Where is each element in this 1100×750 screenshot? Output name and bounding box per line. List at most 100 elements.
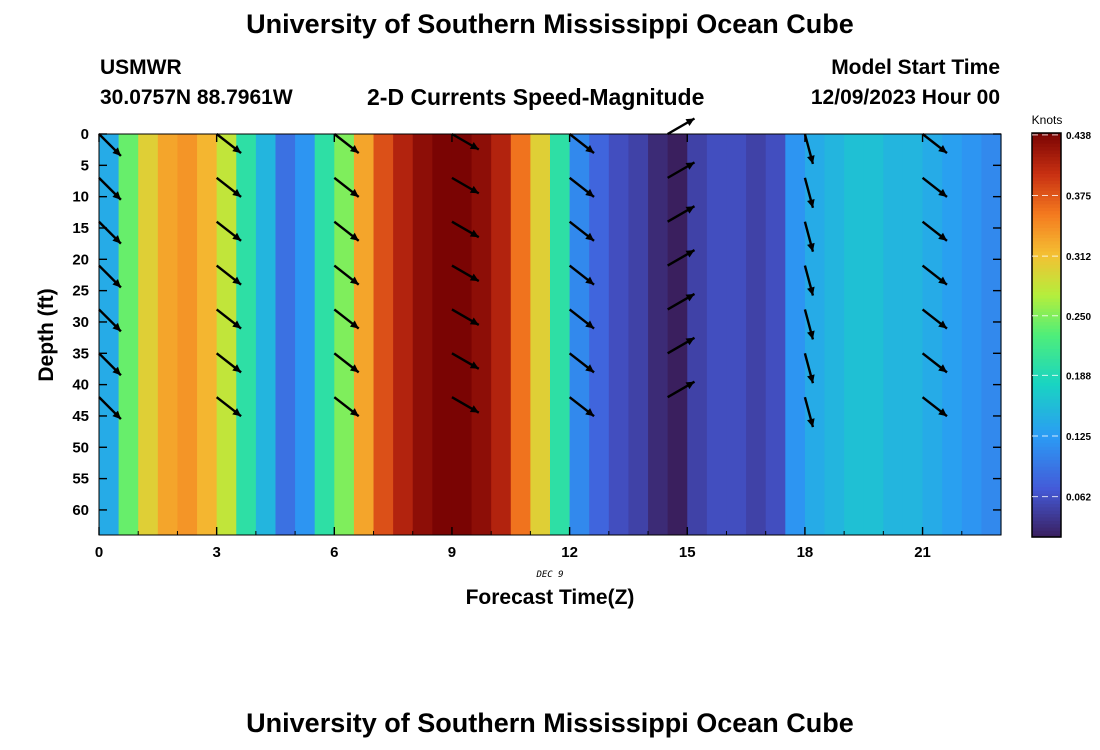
colorbar-tick-label: 0.312 (1066, 252, 1091, 263)
colorbar-segment (1032, 412, 1061, 417)
colorbar-segment (1032, 149, 1061, 154)
heatmap-cell (157, 134, 179, 535)
footer-title: University of Southern Mississippi Ocean… (246, 708, 854, 738)
colorbar-segment (1032, 422, 1061, 427)
current-vector (215, 176, 242, 198)
colorbar-segment (1032, 439, 1061, 444)
current-vector (98, 177, 122, 201)
page-title: University of Southern Mississippi Ocean… (246, 9, 854, 39)
plot-frame (98, 133, 1002, 536)
colorbar-segment (1032, 436, 1061, 440)
x-tick-label: 15 (679, 544, 696, 561)
colorbar-segment (1032, 331, 1061, 336)
current-vector (98, 220, 122, 245)
colorbar-segment (1032, 166, 1061, 171)
colorbar-segment (1032, 217, 1061, 222)
heatmap-cell (99, 134, 120, 535)
current-vector (568, 352, 595, 374)
colorbar-segment (1032, 388, 1061, 393)
colorbar-segment (1032, 483, 1061, 488)
heatmap-cell (863, 134, 884, 535)
colorbar-segment (1032, 361, 1061, 366)
colorbar-segment (1032, 324, 1061, 329)
current-vector (803, 309, 815, 340)
x-tick-label: 0 (95, 544, 103, 561)
y-tick-label: 25 (72, 283, 89, 300)
heatmap-cell (393, 134, 414, 535)
colorbar-segment (1032, 398, 1061, 403)
colorbar-segment (1032, 510, 1061, 515)
colorbar-segment (1032, 308, 1061, 313)
colorbar-tick-label: 0.125 (1066, 432, 1091, 443)
current-vector (568, 264, 595, 286)
colorbar-segment (1032, 176, 1061, 181)
colorbar-segment (1032, 318, 1061, 323)
current-vector (921, 176, 948, 198)
colorbar-segment (1032, 277, 1061, 282)
current-vector (568, 133, 595, 155)
heatmap-cell (177, 134, 198, 535)
colorbar: 0.062 0.125 0.188 0.250 0.312 0.375 0.438 (1031, 131, 1091, 538)
current-vector (568, 396, 595, 418)
x-tick-label: 18 (797, 544, 814, 561)
heatmap-cell (902, 134, 924, 535)
colorbar-segment (1032, 159, 1061, 164)
current-vector (98, 264, 122, 289)
colorbar-segment (1032, 281, 1061, 286)
colorbar-segment (1032, 260, 1061, 265)
y-axis-label: Depth (ft) (35, 288, 58, 381)
current-vector (333, 396, 360, 418)
colorbar-segment (1032, 173, 1061, 178)
colorbar-segment (1032, 139, 1061, 144)
colorbar-segment (1032, 486, 1061, 491)
current-vector (667, 161, 696, 179)
colorbar-segment (1032, 136, 1061, 141)
chart-axes: 0 3 6 9 12 15 18 21 0 5 10 15 20 25 30 35 40 45 50 55 60 (72, 126, 1002, 561)
current-vector (568, 308, 595, 330)
y-tick-label: 15 (72, 220, 89, 237)
colorbar-segment (1032, 432, 1061, 437)
y-tick-label: 50 (72, 439, 89, 456)
colorbar-segment (1032, 200, 1061, 205)
colorbar-segment (1032, 301, 1061, 306)
colorbar-segment (1032, 493, 1061, 498)
colorbar-segment (1032, 479, 1061, 484)
y-tick-label: 40 (72, 377, 89, 394)
y-tick-label: 30 (72, 314, 89, 331)
colorbar-segment (1032, 213, 1061, 218)
colorbar-segment (1032, 462, 1061, 467)
colorbar-segment (1032, 533, 1061, 538)
heatmap-cell (353, 134, 375, 535)
colorbar-segment (1032, 526, 1061, 531)
colorbar-segment (1032, 520, 1061, 525)
current-vector (921, 396, 948, 418)
x-tick-label: 9 (448, 544, 456, 561)
colorbar-segment (1032, 143, 1061, 148)
heatmap-cell (981, 134, 1002, 535)
colorbar-segment (1032, 476, 1061, 481)
colorbar-segment (1032, 297, 1061, 302)
colorbar-segment (1032, 382, 1061, 387)
heatmap-cell (197, 134, 218, 535)
current-vector (451, 352, 480, 370)
colorbar-segment (1032, 247, 1061, 252)
heatmap-cell (510, 134, 531, 535)
colorbar-segment (1032, 314, 1061, 319)
current-vector (451, 264, 480, 283)
colorbar-segment (1032, 456, 1061, 461)
current-vector (921, 133, 948, 155)
colorbar-segment (1032, 368, 1061, 373)
colorbar-segment (1032, 257, 1061, 262)
heatmap-cell (236, 134, 257, 535)
current-vector (215, 220, 242, 242)
colorbar-segment (1032, 355, 1061, 360)
colorbar-label: Knots (1032, 113, 1063, 127)
model-start-label: Model Start Time (831, 56, 1000, 79)
colorbar-segment (1032, 183, 1061, 188)
current-vector (215, 396, 242, 418)
product-title: 2-D Currents Speed-Magnitude (367, 84, 705, 110)
colorbar-segment (1032, 378, 1061, 383)
colorbar-segment (1032, 348, 1061, 353)
heatmap-cell (138, 134, 159, 535)
station-coordinates: 30.0757N 88.7961W (100, 86, 293, 109)
